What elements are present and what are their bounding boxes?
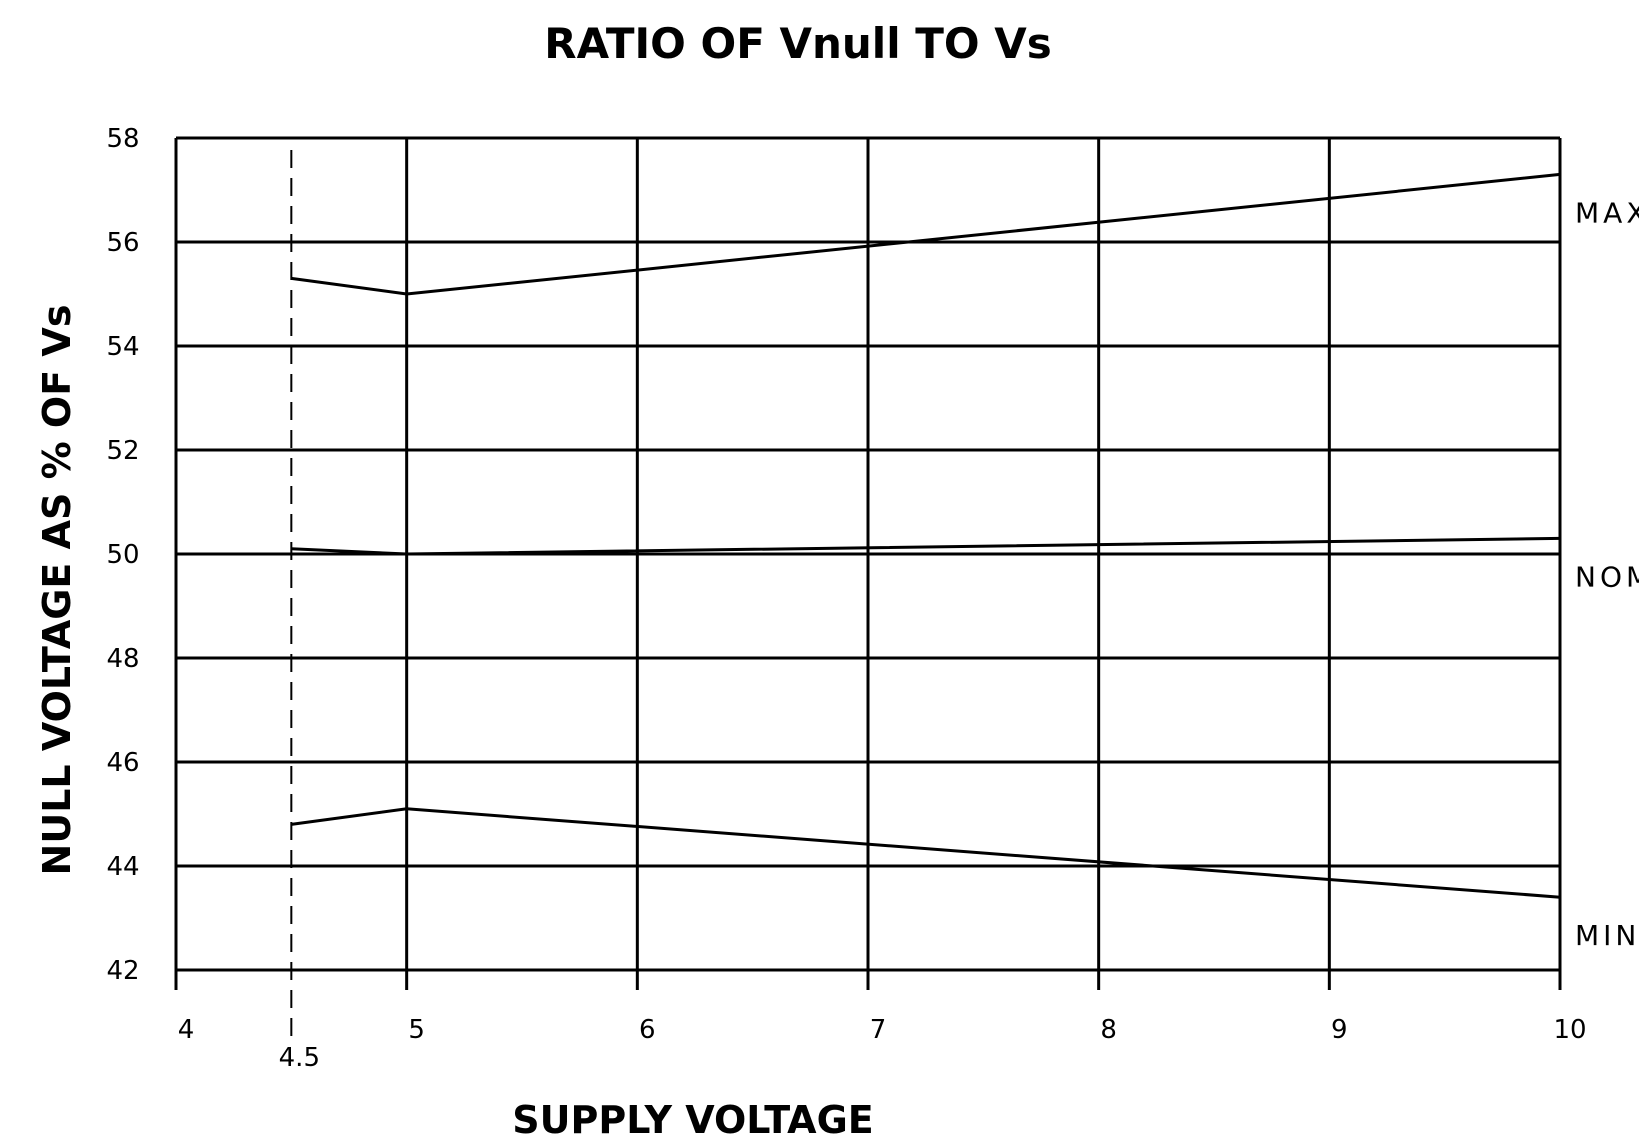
series-label-max: MAX — [1575, 196, 1639, 229]
y-tick-label: 44 — [106, 852, 139, 882]
series-line-nom — [291, 536, 1561, 556]
series-line-min — [291, 807, 1561, 899]
series-label-nom: NOM — [1575, 560, 1639, 593]
chart-title: RATIO OF Vnull TO Vs — [544, 19, 1051, 68]
y-tick-label: 48 — [106, 644, 139, 674]
grid — [174, 136, 1562, 1042]
x-tick-label: 4 — [178, 1015, 195, 1045]
series-line-max — [291, 172, 1561, 296]
series-label-min: MIN — [1575, 919, 1639, 952]
x-tick-label: 8 — [1100, 1015, 1117, 1045]
y-tick-label: 46 — [106, 748, 139, 778]
series-labels: MAX NOM MIN — [1575, 196, 1639, 952]
series-lines — [291, 172, 1561, 899]
y-axis-label: NULL VOLTAGE AS % OF Vs — [35, 305, 79, 876]
x-axis-label: SUPPLY VOLTAGE — [512, 1098, 873, 1141]
reference-line-label: 4.5 — [279, 1043, 320, 1073]
x-tick-label: 10 — [1553, 1015, 1586, 1045]
y-tick-label: 50 — [106, 540, 139, 570]
y-tick-label: 42 — [106, 956, 139, 986]
y-tick-label: 52 — [106, 436, 139, 466]
y-tick-label: 56 — [106, 228, 139, 258]
y-tick-label: 54 — [106, 332, 139, 362]
x-tick-label: 6 — [639, 1015, 656, 1045]
x-tick-label: 9 — [1331, 1015, 1348, 1045]
x-tick-label: 7 — [870, 1015, 887, 1045]
y-tick-label: 58 — [106, 124, 139, 154]
x-tick-label: 5 — [408, 1015, 425, 1045]
